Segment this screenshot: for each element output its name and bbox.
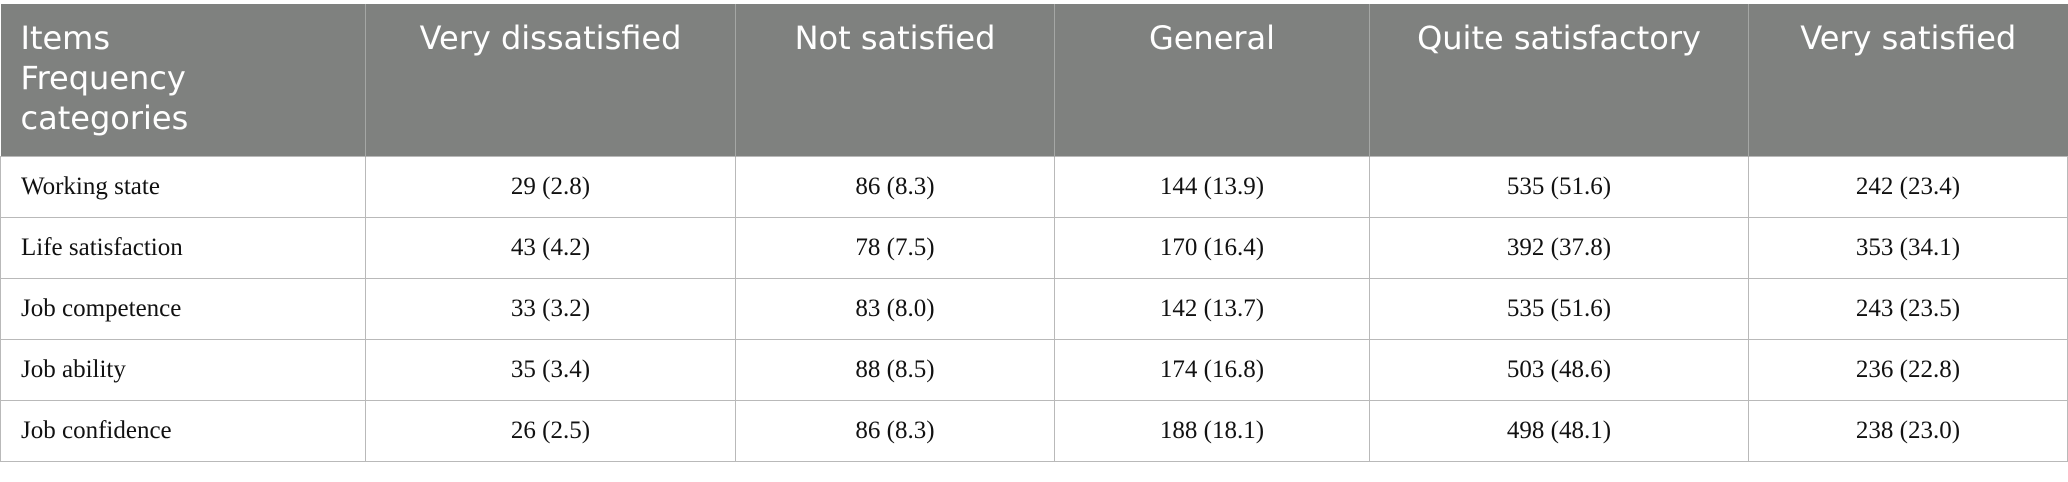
table-cell: 26 (2.5) — [365, 399, 736, 462]
header-cell: Very dissatisfied — [365, 4, 736, 156]
table-cell: 170 (16.4) — [1054, 216, 1370, 279]
table-cell: 174 (16.8) — [1054, 338, 1370, 401]
header-line: Items — [20, 19, 111, 57]
row-label: Life satisfaction — [0, 216, 366, 279]
table-cell: 144 (13.9) — [1054, 155, 1370, 218]
table-cell: 242 (23.4) — [1748, 155, 2068, 218]
header-cell: Not satisfied — [735, 4, 1055, 156]
row-label: Job confidence — [0, 399, 366, 462]
table-cell: 88 (8.5) — [735, 338, 1055, 401]
table-cell: 243 (23.5) — [1748, 277, 2068, 340]
table-cell: 188 (18.1) — [1054, 399, 1370, 462]
table-cell: 392 (37.8) — [1369, 216, 1749, 279]
table-cell: 238 (23.0) — [1748, 399, 2068, 462]
table-row: Life satisfaction 43 (4.2) 78 (7.5) 170 (16… — [0, 216, 2068, 279]
table-cell: 535 (51.6) — [1369, 155, 1749, 218]
table-row: Job confidence 26 (2.5) 86 (8.3) 188 (18.1)… — [0, 399, 2068, 462]
table-cell: 498 (48.1) — [1369, 399, 1749, 462]
table-cell: 86 (8.3) — [735, 399, 1055, 462]
row-label: Job competence — [0, 277, 366, 340]
table-cell: 78 (7.5) — [735, 216, 1055, 279]
header-line: Frequency — [20, 59, 186, 97]
table-cell: 236 (22.8) — [1748, 338, 2068, 401]
table-cell: 35 (3.4) — [365, 338, 736, 401]
table-cell: 142 (13.7) — [1054, 277, 1370, 340]
table-row: Job ability 35 (3.4) 88 (8.5) 174 (16.8) 503… — [0, 338, 2068, 401]
header-cell: Items Frequency categories — [0, 4, 366, 156]
table-cell: 86 (8.3) — [735, 155, 1055, 218]
header-cell: Quite satisfactory — [1369, 4, 1749, 156]
table-row: Job competence 33 (3.2) 83 (8.0) 142 (13.7)… — [0, 277, 2068, 340]
header-row: Items Frequency categories Very dissatisfie… — [0, 4, 2068, 156]
table-header: Items Frequency categories Very dissatisfie… — [0, 4, 2068, 156]
table-cell: 353 (34.1) — [1748, 216, 2068, 279]
table-cell: 83 (8.0) — [735, 277, 1055, 340]
table-cell: 503 (48.6) — [1369, 338, 1749, 401]
header-line: categories — [20, 99, 189, 137]
table-cell: 43 (4.2) — [365, 216, 736, 279]
table-body: Working state 29 (2.8) 86 (8.3) 144 (13.9) 5… — [0, 155, 2068, 462]
table-cell: 29 (2.8) — [365, 155, 736, 218]
table-row: Working state 29 (2.8) 86 (8.3) 144 (13.9) 5… — [0, 155, 2068, 218]
table-cell: 535 (51.6) — [1369, 277, 1749, 340]
row-label: Working state — [0, 155, 366, 218]
data-table: Items Frequency categories Very dissatisfie… — [0, 4, 2068, 462]
row-label: Job ability — [0, 338, 366, 401]
header-cell: Very satisfied — [1748, 4, 2068, 156]
header-cell: General — [1054, 4, 1370, 156]
table-cell: 33 (3.2) — [365, 277, 736, 340]
